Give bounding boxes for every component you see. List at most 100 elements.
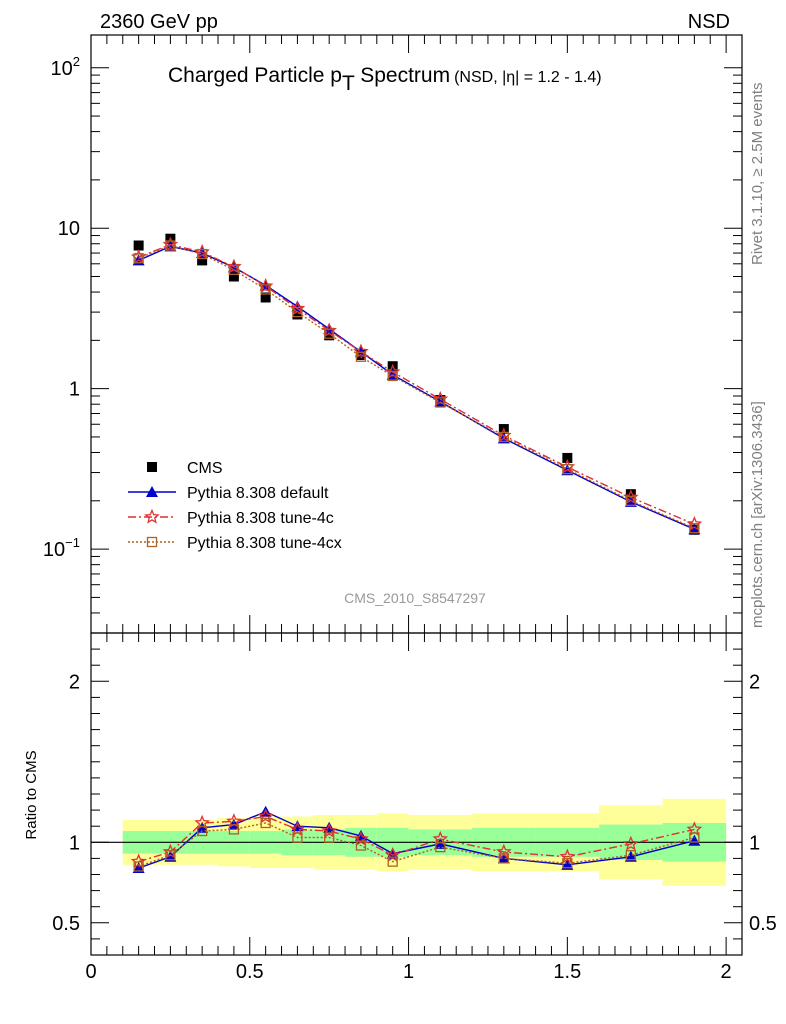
legend-marker	[146, 536, 158, 548]
ratio-data-point	[323, 821, 336, 833]
legend-label: CMS	[187, 460, 223, 477]
main-data-point	[260, 292, 271, 303]
header-left: 2360 GeV pp	[100, 11, 218, 33]
main-data-point	[133, 240, 144, 251]
main-data-point	[624, 495, 637, 507]
main-y-tick-exp: −1	[65, 535, 80, 550]
ratio-data-point	[688, 834, 701, 846]
legend-marker	[147, 462, 157, 472]
ratio-series-line	[138, 815, 695, 863]
ratio-data-point	[228, 824, 240, 835]
main-data-point	[432, 390, 449, 406]
main-data-point	[355, 351, 367, 362]
main-y-tick-label: 102	[51, 54, 80, 80]
main-data-point	[623, 489, 639, 505]
main-data-point	[387, 370, 398, 382]
main-y-tick-base: 10	[43, 539, 65, 561]
ratio-data-point	[292, 832, 303, 843]
legend: CMS Pythia 8.308 default Pythia 8.308 tune…	[128, 460, 342, 552]
ratio-data-point	[435, 841, 446, 853]
main-data-point	[353, 343, 369, 359]
main-series-line	[138, 243, 695, 525]
ratio-data-point	[196, 821, 209, 833]
main-series-3	[133, 240, 700, 534]
main-data-point	[498, 431, 509, 443]
main-data-point	[165, 240, 176, 251]
ratio-y-tick-label-right: 0.5	[749, 913, 777, 935]
chart-title: Charged Particle pT Spectrum (NSD, |η| = …	[168, 64, 602, 95]
main-data-point	[625, 489, 636, 500]
main-y-tick-exp: 2	[73, 54, 80, 69]
ratio-y-tick-label-left: 0.5	[52, 913, 80, 935]
main-data-point	[197, 255, 208, 266]
main-y-tick-label: 10	[58, 218, 80, 240]
ratio-data-point	[353, 830, 369, 846]
ratio-data-point	[196, 825, 208, 837]
ratio-data-point	[130, 853, 147, 869]
ratio-data-point	[384, 846, 401, 862]
ratio-data-point	[260, 817, 271, 829]
ratio-data-point	[689, 832, 700, 843]
ratio-data-point	[355, 840, 367, 851]
main-data-point	[228, 264, 240, 276]
main-data-point	[689, 523, 700, 534]
main-data-point	[324, 330, 335, 341]
main-data-point	[562, 452, 573, 463]
main-data-point	[196, 248, 208, 260]
x-tick-label: 0	[85, 961, 96, 983]
main-data-point	[257, 278, 274, 293]
legend-label: Pythia 8.308 default	[187, 485, 329, 502]
ratio-ylabel: Ratio to CMS	[23, 750, 40, 839]
legend-marker	[144, 508, 160, 524]
watermark: CMS_2010_S8547297	[344, 590, 486, 606]
title-extra: (NSD, |η| = 1.2 - 1.4)	[454, 69, 601, 86]
ratio-series-line	[138, 810, 695, 869]
ratio-data-point	[324, 832, 335, 843]
legend-label: Pythia 8.308 tune-4c	[187, 510, 334, 527]
main-data-point	[228, 271, 239, 282]
ratio-data-point	[496, 843, 512, 859]
ratio-series-2	[133, 817, 700, 872]
ratio-y-tick-label-right: 1	[749, 832, 760, 854]
main-data-point	[562, 463, 573, 475]
ratio-y-tick-label-left: 1	[69, 832, 80, 854]
ratio-data-point	[623, 835, 639, 851]
main-series-line	[138, 244, 695, 529]
ratio-data-point	[387, 856, 398, 867]
ratio-data-point	[133, 861, 144, 872]
main-data-point	[686, 515, 703, 531]
mcplots-label: mcplots.cern.ch [arXiv:1306.3436]	[749, 401, 766, 628]
ratio-series-line	[138, 822, 695, 868]
title-sub-t: T	[342, 72, 355, 95]
ratio-data-point	[562, 858, 573, 869]
ratio-data-point	[625, 850, 637, 861]
legend-marker	[146, 486, 158, 497]
ratio-data-point	[498, 853, 509, 864]
rivet-label: Rivet 3.1.10, ≥ 2.5M events	[749, 83, 766, 266]
ratio-y-tick-label-right: 2	[749, 671, 760, 693]
main-data-point	[289, 300, 306, 316]
main-y-tick-label: 10−1	[43, 535, 80, 561]
x-tick-label: 1.5	[553, 961, 581, 983]
ratio-data-point	[497, 852, 510, 864]
x-tick-label: 2	[721, 961, 732, 983]
main-y-tick-label: 1	[69, 379, 80, 401]
title-main: Charged Particle p	[168, 64, 342, 87]
ratio-data-point	[321, 822, 337, 838]
main-data-point	[133, 253, 144, 264]
ratio-data-point	[434, 837, 447, 849]
main-data-point	[384, 363, 401, 379]
main-data-point	[324, 328, 335, 339]
main-data-point	[435, 397, 446, 408]
main-data-point	[292, 306, 303, 318]
main-data-point	[292, 309, 303, 320]
ratio-plot-frame	[90, 632, 743, 956]
main-data-point	[625, 495, 637, 506]
x-tick-label: 0.5	[236, 961, 264, 983]
title-main-2: Spectrum	[354, 64, 450, 87]
main-y-tick-base: 10	[51, 58, 73, 80]
x-tick-label: 1	[403, 961, 414, 983]
ratio-y-tick-label-left: 2	[69, 671, 80, 693]
main-data-point	[688, 523, 701, 535]
